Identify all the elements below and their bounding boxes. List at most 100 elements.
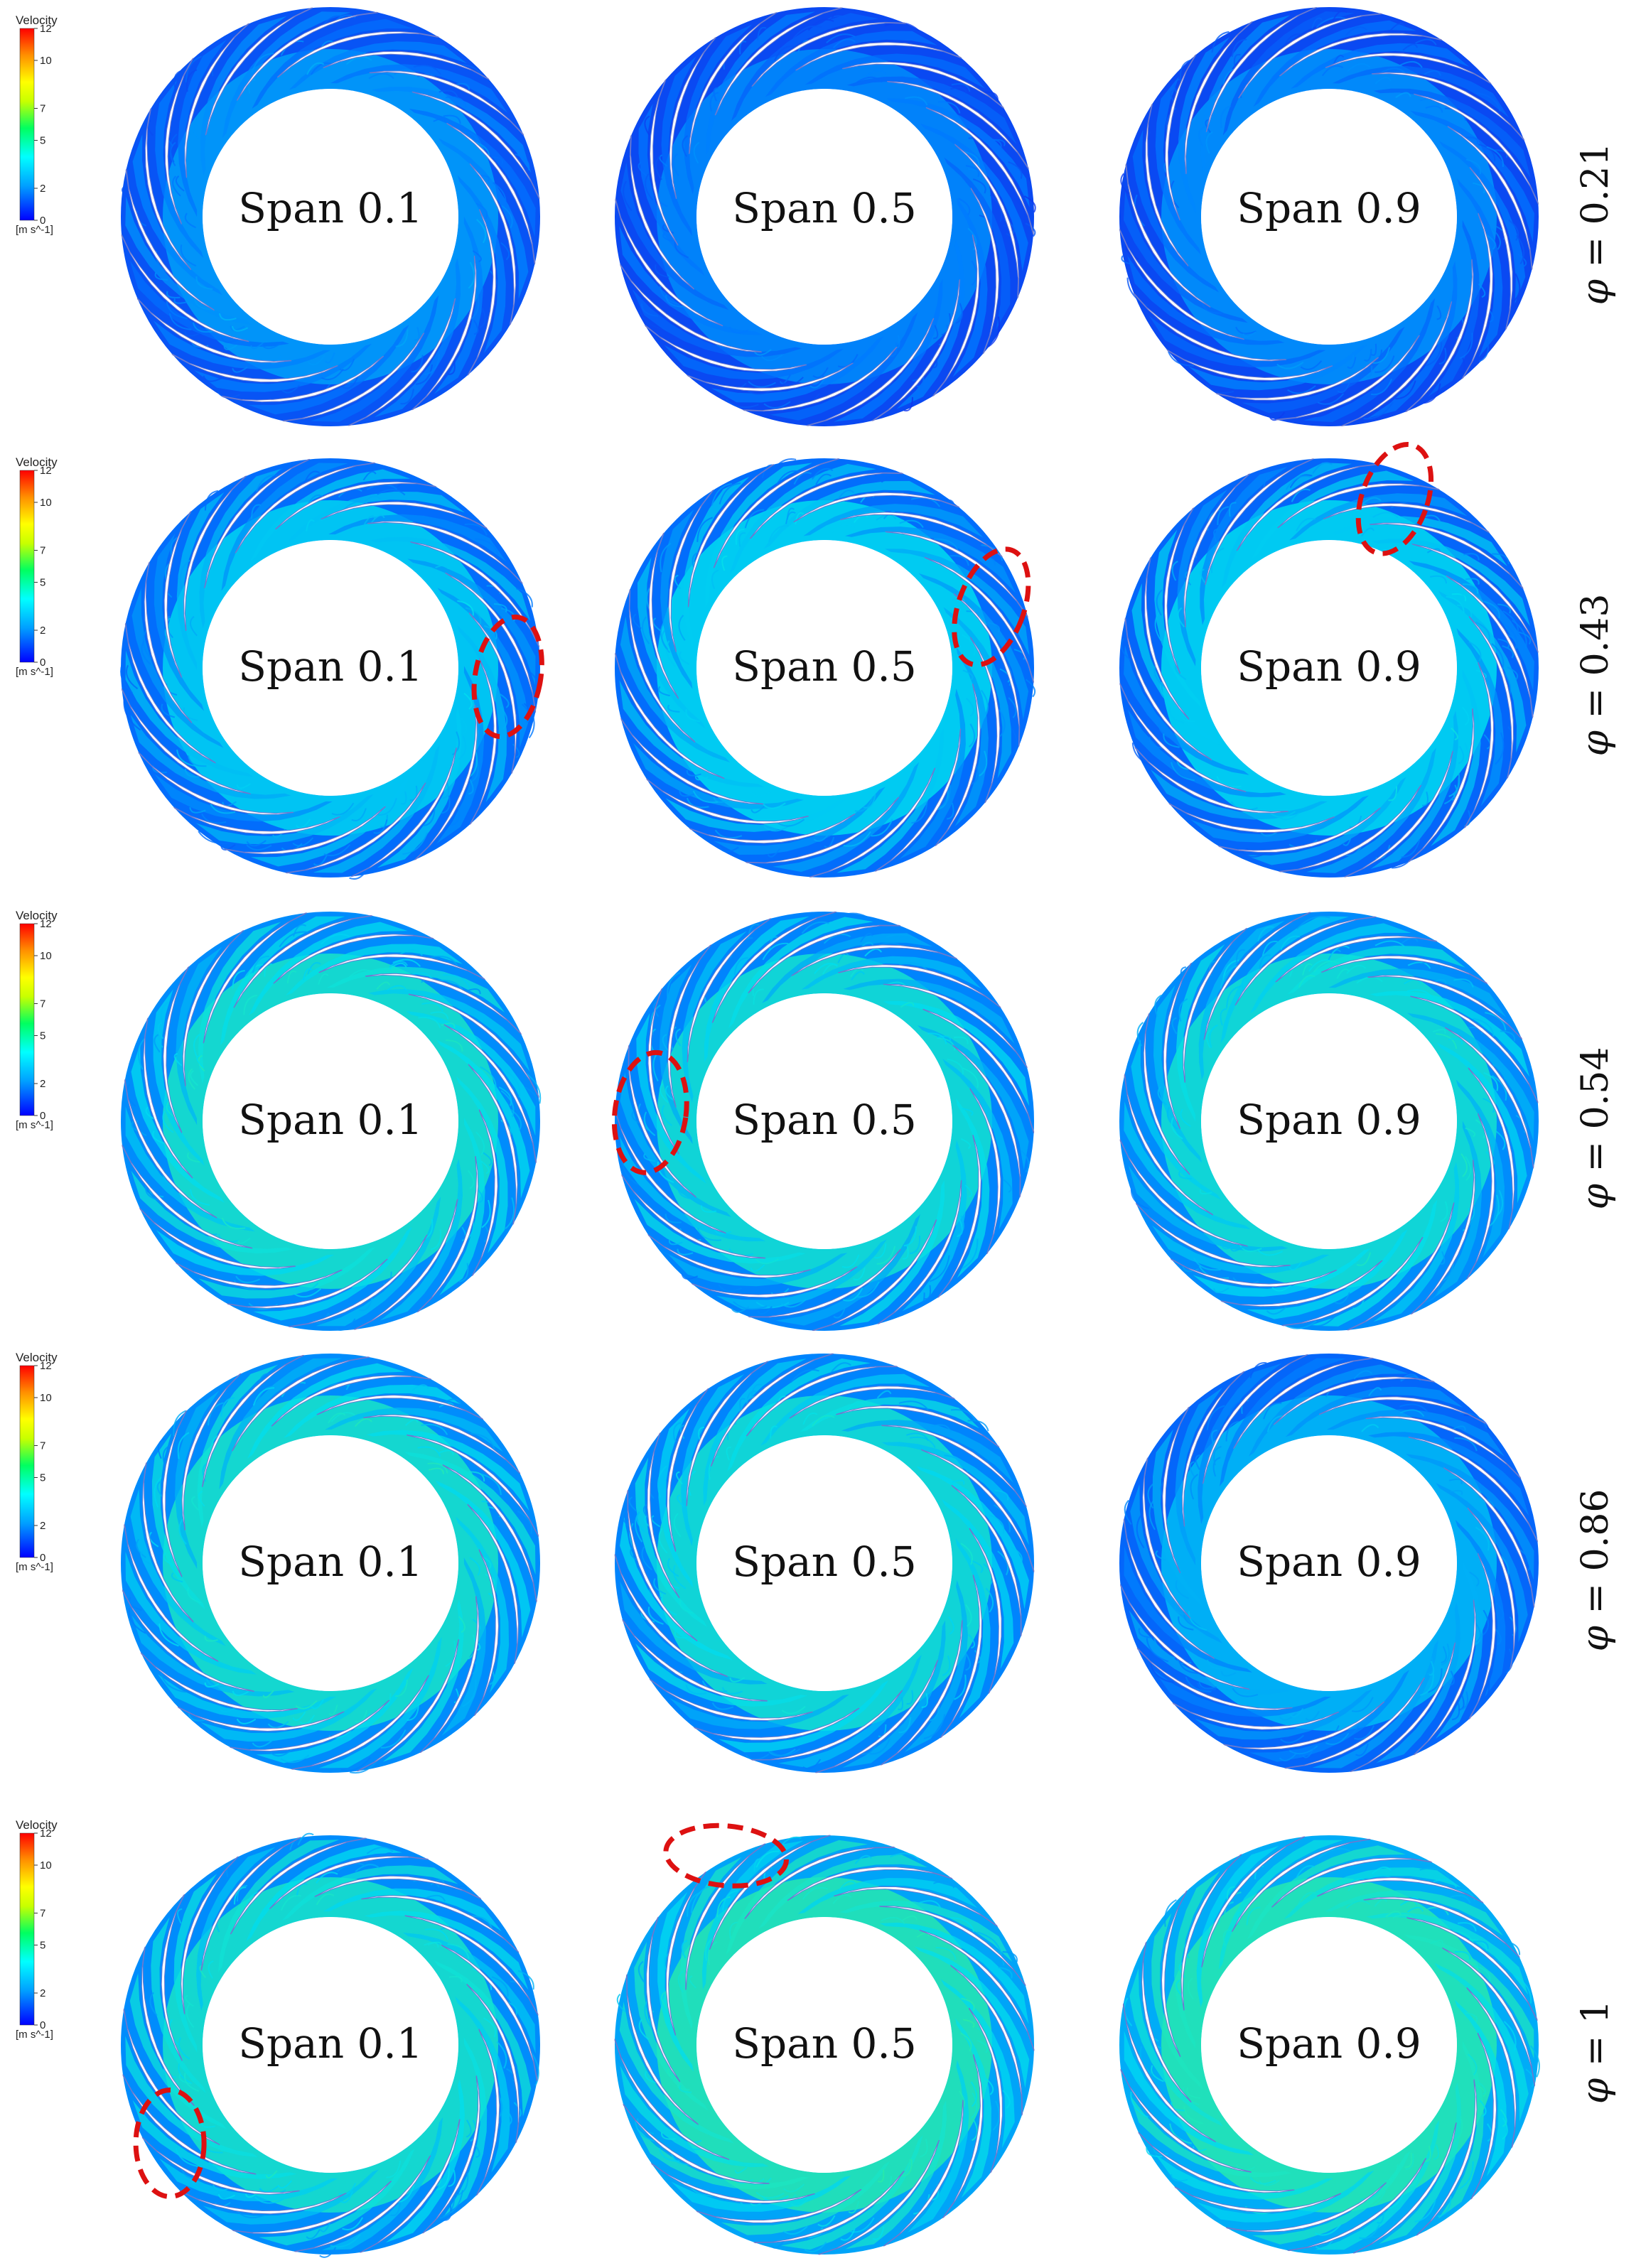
flow-channel: [942, 1059, 1013, 1230]
streamline: [1502, 622, 1518, 649]
impeller-blade: [1466, 1987, 1517, 2149]
impeller-blade: [648, 532, 679, 699]
impeller-panel: Span 0.5: [615, 7, 1036, 426]
streamline: [814, 963, 838, 975]
streamline: [254, 2196, 284, 2204]
flow-channel: [635, 1643, 808, 1707]
impeller-blade: [1163, 507, 1195, 674]
streamline: [809, 377, 826, 389]
streamline: [676, 1471, 683, 1485]
impeller-blade: [627, 1489, 698, 1642]
streamline: [401, 791, 407, 805]
streamline: [1443, 777, 1460, 805]
impeller-blade: [408, 993, 539, 1098]
streamline: [960, 1138, 971, 1150]
impeller-blade: [1371, 72, 1525, 141]
streamline: [1345, 354, 1355, 367]
flow-channel: [252, 18, 413, 109]
streamline: [1405, 2153, 1414, 2170]
streamline: [120, 663, 133, 693]
streamline: [491, 1976, 509, 1997]
flow-channel: [1456, 628, 1504, 806]
streamline: [1372, 512, 1399, 519]
streamline: [500, 706, 508, 730]
impeller-blade: [970, 188, 1000, 355]
impeller-blade: [745, 796, 900, 864]
flow-channel: [1190, 795, 1369, 843]
impeller-blade: [1279, 33, 1443, 77]
impeller-hub: [696, 1917, 952, 2173]
flow-channel: [435, 1480, 531, 1638]
streamline: [1230, 1246, 1244, 1252]
streamline: [1464, 1156, 1472, 1182]
flow-channel: [915, 1466, 1029, 1609]
streamline: [1500, 2109, 1507, 2127]
streamline: [689, 1975, 697, 1989]
streamline: [193, 322, 213, 333]
flow-channel: [905, 1580, 968, 1752]
flow-channel: [198, 922, 281, 1084]
impeller-blade: [141, 1946, 195, 2107]
flow-channel: [800, 1397, 979, 1432]
streamline: [232, 1690, 249, 1697]
streamline: [988, 316, 1001, 347]
streamline: [753, 349, 772, 356]
streamline: [944, 1454, 969, 1473]
flow-channel: [635, 1457, 708, 1628]
streamline: [1459, 333, 1473, 360]
streamline: [1241, 977, 1248, 991]
streamline: [1454, 1437, 1478, 1452]
streamline: [1440, 1251, 1446, 1265]
streamline: [616, 1993, 626, 2013]
impeller-blade: [953, 593, 1021, 747]
flow-channel: [1325, 1890, 1503, 1936]
streamline: [142, 629, 152, 660]
streamline: [958, 2090, 965, 2112]
impeller-blade: [1467, 1507, 1516, 1669]
streamline: [927, 1032, 947, 1044]
streamline: [1401, 839, 1421, 858]
impeller-blade: [1172, 1702, 1340, 1730]
streamline: [443, 1398, 461, 1405]
streamline: [1346, 964, 1367, 974]
streamline: [1305, 1710, 1320, 1722]
streamline: [358, 1297, 373, 1312]
flow-channel: [846, 76, 1017, 145]
streamline: [937, 499, 955, 505]
impeller-blade: [1468, 616, 1514, 779]
streamline: [1432, 1028, 1446, 1034]
streamline: [935, 1947, 957, 1960]
streamline: [971, 763, 979, 785]
streamline: [246, 844, 272, 851]
streamline: [198, 831, 231, 845]
streamline: [297, 1832, 314, 1846]
streamline: [1010, 728, 1018, 756]
streamline: [351, 808, 367, 821]
streamline: [696, 1228, 721, 1241]
impeller-hub: [203, 1435, 458, 1691]
flow-channel: [1330, 516, 1508, 566]
streamline: [1392, 848, 1419, 869]
impeller-blade: [121, 688, 251, 794]
flow-channel: [620, 616, 731, 763]
impeller-blade: [1170, 1258, 1338, 1287]
streamline: [923, 1714, 946, 1739]
streamline: [1136, 1515, 1145, 1549]
streamline: [1241, 850, 1268, 858]
impeller-blade: [269, 1855, 429, 1909]
streamline: [1457, 1922, 1477, 1932]
impeller-blade: [1367, 975, 1523, 1040]
streamline: [1021, 1150, 1030, 1173]
flow-channel: [200, 16, 287, 176]
streamline: [1425, 105, 1443, 113]
streamline: [1362, 2191, 1386, 2208]
impeller-blade: [182, 930, 244, 1087]
streamline: [335, 1318, 356, 1331]
colorbar-unit: [m s^-1]: [16, 1561, 53, 1573]
flow-channel: [281, 1865, 458, 1921]
streamline: [299, 1714, 316, 1725]
streamline: [911, 802, 928, 824]
streamline: [833, 1307, 846, 1319]
streamline: [500, 242, 510, 261]
